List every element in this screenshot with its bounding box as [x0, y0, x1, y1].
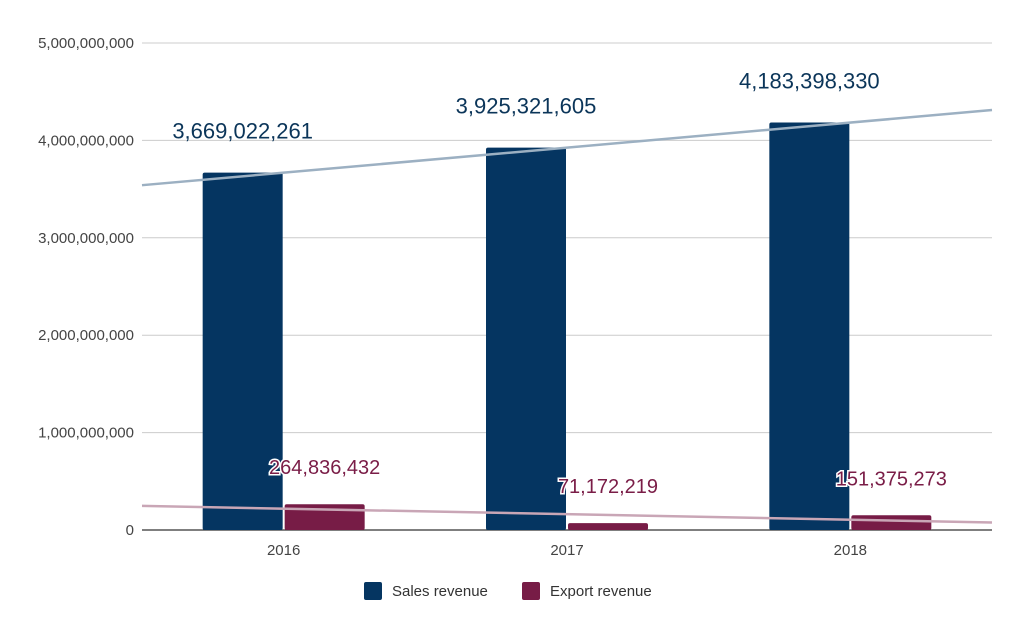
- x-axis-ticks: 2016 2017 2018: [267, 542, 867, 559]
- bar-export-revenue: [568, 523, 648, 530]
- legend-swatch-export-revenue: [522, 582, 540, 600]
- legend: Sales revenue Export revenue: [364, 582, 652, 600]
- trendline-sales-revenue: [141, 108, 993, 187]
- data-label-sales-revenue: 3,669,022,261: [172, 119, 313, 144]
- data-label-export-revenue: 264,836,432: [269, 457, 380, 479]
- bars: [202, 122, 932, 531]
- y-tick-label: 1,000,000,000: [38, 425, 134, 442]
- gridlines: [142, 42, 992, 531]
- y-tick-label: 2,000,000,000: [38, 327, 134, 344]
- bar-sales-revenue: [202, 172, 283, 530]
- data-labels: 3,669,022,261 264,836,432 3,925,321,605 71,…: [172, 69, 948, 500]
- bar-sales-revenue: [486, 147, 566, 530]
- y-tick-label: 3,000,000,000: [38, 230, 134, 247]
- y-axis-ticks: 0 1,000,000,000 2,000,000,000 3,000,000,000…: [38, 35, 134, 539]
- x-tick-label: 2018: [834, 542, 867, 559]
- x-tick-label: 2017: [550, 542, 583, 559]
- y-tick-label: 0: [126, 522, 134, 539]
- data-label-sales-revenue: 3,925,321,605: [456, 94, 597, 119]
- trendline-export-revenue: [141, 504, 993, 524]
- x-tick-label: 2016: [267, 542, 300, 559]
- data-label-export-revenue: 71,172,219: [558, 476, 658, 498]
- data-label-sales-revenue: 4,183,398,330: [739, 69, 880, 94]
- trendlines: [141, 108, 993, 524]
- y-tick-label: 4,000,000,000: [38, 132, 134, 149]
- legend-swatch-sales-revenue: [364, 582, 382, 600]
- legend-label-sales-revenue: Sales revenue: [392, 583, 488, 600]
- legend-label-export-revenue: Export revenue: [550, 583, 652, 600]
- y-tick-label: 5,000,000,000: [38, 35, 134, 52]
- bar-export-revenue: [851, 515, 932, 530]
- data-label-export-revenue: 151,375,273: [836, 468, 947, 490]
- bar-sales-revenue: [769, 122, 850, 531]
